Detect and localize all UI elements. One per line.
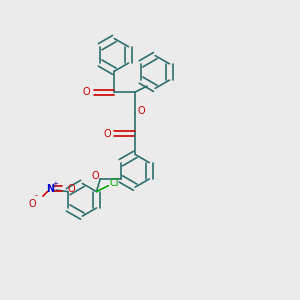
Text: +: + [52, 181, 58, 187]
Text: O: O [91, 171, 99, 181]
Text: O: O [138, 106, 146, 116]
Text: O: O [29, 199, 36, 208]
Text: -: - [34, 192, 38, 201]
Text: O: O [103, 129, 111, 139]
Text: N: N [46, 184, 54, 194]
Text: Cl: Cl [110, 178, 119, 188]
Text: O: O [82, 87, 90, 97]
Text: O: O [67, 184, 75, 194]
